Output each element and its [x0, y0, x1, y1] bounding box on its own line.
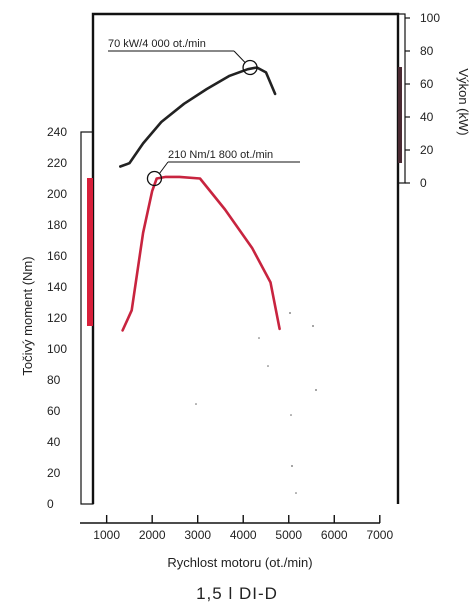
- x-tick-label: 1000: [93, 528, 120, 542]
- torque-curve: [121, 175, 281, 332]
- x-tick-label: 4000: [230, 528, 257, 542]
- x-axis-title: Rychlost motoru (ot./min): [167, 555, 312, 570]
- x-tick-label: 6000: [321, 528, 348, 542]
- power-peak-leader: [233, 50, 246, 63]
- y-left-tick-label: 40: [47, 435, 61, 449]
- x-tick-label: 7000: [366, 528, 393, 542]
- y-left-tick-label: 100: [47, 342, 67, 356]
- x-tick-label: 5000: [275, 528, 302, 542]
- y-right-tick-label: 60: [420, 77, 434, 91]
- y-right-tick-label: 20: [420, 143, 434, 157]
- y-left-tick-label: 160: [47, 249, 67, 263]
- y-left-tick-label: 240: [47, 125, 67, 139]
- y-right-power-band: [398, 67, 402, 163]
- power-peak-label: 70 kW/4 000 ot./min: [108, 38, 206, 50]
- x-tick-label: 2000: [139, 528, 166, 542]
- torque-peak-label: 210 Nm/1 800 ot./min: [168, 149, 273, 161]
- y-left-tick-label: 60: [47, 404, 61, 418]
- x-tick-label: 3000: [184, 528, 211, 542]
- y-right-axis-title: Výkon (kW): [456, 68, 471, 135]
- torque-peak-marker: [146, 170, 163, 187]
- y-left-tick-label: 200: [47, 187, 67, 201]
- y-left-tick-label: 180: [47, 218, 67, 232]
- y-left-tick-label: 140: [47, 280, 67, 294]
- y-left-tick-label: 220: [47, 156, 67, 170]
- y-left-tick-label: 0: [47, 497, 54, 511]
- y-left-axis-title: Točivý moment (Nm): [20, 256, 35, 375]
- y-right-tick-label: 0: [420, 176, 427, 190]
- y-left-tick-label: 20: [47, 466, 61, 480]
- speckle-marks: [195, 312, 317, 494]
- y-right-tick-label: 40: [420, 110, 434, 124]
- power-curve: [119, 66, 277, 168]
- chart-caption: 1,5 l DI-D: [196, 584, 278, 602]
- y-left-tick-label: 80: [47, 373, 61, 387]
- power-peak-marker: [242, 59, 258, 76]
- y-left-torque-band: [87, 178, 93, 326]
- y-right-tick-label: 80: [420, 44, 434, 58]
- torque-peak-leader: [159, 161, 169, 174]
- y-right-tick-label: 100: [420, 11, 440, 25]
- y-left-tick-label: 120: [47, 311, 67, 325]
